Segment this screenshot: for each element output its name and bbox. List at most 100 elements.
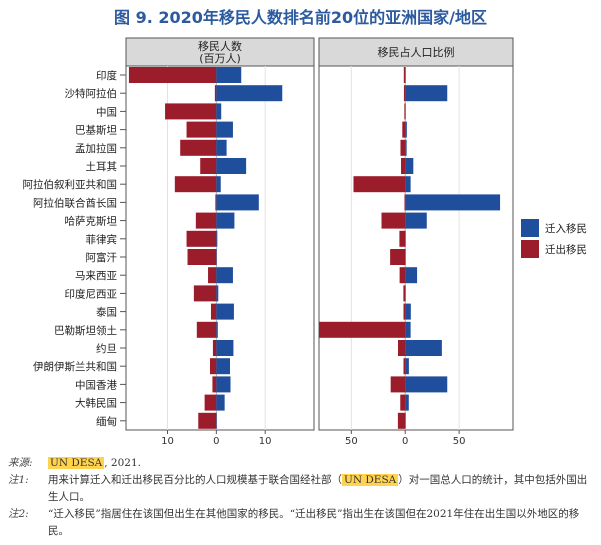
category-label: 大韩民国 bbox=[75, 397, 117, 410]
bar-emigrants-中国 bbox=[165, 103, 217, 120]
bar-emigrants-阿拉伯叙利亚共和国 bbox=[353, 176, 406, 193]
bar-immigrants-土耳其 bbox=[405, 158, 414, 174]
bar-immigrants-沙特阿拉伯 bbox=[216, 85, 283, 102]
note1-pre: 用来计算迁入和迁出移民百分比的人口规模基于联合国经社部（ bbox=[48, 474, 342, 486]
legend-label-immigrants: 迁入移民 bbox=[545, 222, 587, 235]
bar-emigrants-哈萨克斯坦 bbox=[195, 212, 217, 229]
bar-immigrants-泰国 bbox=[405, 303, 411, 320]
bar-emigrants-阿富汗 bbox=[390, 249, 406, 265]
bar-immigrants-土耳其 bbox=[216, 158, 247, 174]
bar-emigrants-伊朗伊斯兰共和国 bbox=[403, 358, 406, 375]
category-label: 孟加拉国 bbox=[75, 142, 117, 155]
panel-title-2: 移民占人口比例 bbox=[378, 45, 455, 59]
notes: 来源: UN DESA, 2021. 注1: 用来计算迁入和迁出移民百分比的人口… bbox=[8, 455, 596, 540]
chart-area: 移民人数(百万人) 10 0 10 印度沙特阿拉伯中国巴基斯坦孟加拉国土耳其阿拉伯叙利亚… bbox=[23, 37, 587, 447]
bar-emigrants-菲律宾 bbox=[399, 230, 406, 247]
note1-label: 注1: bbox=[8, 474, 29, 486]
bar-immigrants-巴勒斯坦领土 bbox=[216, 321, 218, 338]
x-tick-label: 10 bbox=[161, 436, 174, 447]
category-label: 阿拉伯叙利亚共和国 bbox=[23, 178, 118, 191]
bar-emigrants-约旦 bbox=[212, 340, 217, 356]
bar-immigrants-中国香港 bbox=[405, 376, 448, 393]
note1-highlight: UN DESA bbox=[342, 474, 399, 486]
bar-emigrants-阿拉伯联合酋长国 bbox=[404, 194, 406, 211]
panel-title-1: (百万人) bbox=[199, 52, 241, 65]
note1-post: ）对一国总人口的统计，其中包括外国出生人口。 bbox=[48, 474, 588, 503]
bar-immigrants-马来西亚 bbox=[405, 267, 418, 284]
bar-immigrants-阿拉伯联合酋长国 bbox=[216, 194, 259, 211]
category-label: 菲律宾 bbox=[86, 233, 118, 246]
category-label: 伊朗伊斯兰共和国 bbox=[33, 360, 117, 373]
category-label: 印度 bbox=[96, 69, 117, 82]
bar-immigrants-阿拉伯联合酋长国 bbox=[405, 194, 501, 211]
bar-emigrants-中国香港 bbox=[212, 376, 217, 393]
panel-title-1: 移民人数 bbox=[198, 40, 242, 53]
bar-emigrants-印度尼西亚 bbox=[403, 285, 406, 302]
category-label: 印度尼西亚 bbox=[65, 287, 118, 300]
bar-immigrants-阿拉伯叙利亚共和国 bbox=[216, 176, 221, 193]
note-2: 注2: “迁入移民”指居住在该国但出生在其他国家的移民。“迁出移民”指出生在该国… bbox=[8, 506, 596, 540]
bar-emigrants-约旦 bbox=[398, 340, 406, 356]
bar-emigrants-巴勒斯坦领土 bbox=[319, 321, 406, 338]
bar-immigrants-中国 bbox=[405, 103, 406, 120]
bar-emigrants-马来西亚 bbox=[399, 267, 406, 284]
bar-emigrants-巴基斯坦 bbox=[186, 121, 217, 138]
bar-emigrants-土耳其 bbox=[200, 158, 217, 174]
bar-immigrants-伊朗伊斯兰共和国 bbox=[405, 358, 409, 375]
bar-immigrants-伊朗伊斯兰共和国 bbox=[216, 358, 231, 375]
legend-swatch-immigrants bbox=[521, 219, 539, 237]
bar-immigrants-约旦 bbox=[216, 340, 234, 356]
bar-emigrants-巴基斯坦 bbox=[402, 121, 406, 138]
x-tick-label: 50 bbox=[453, 436, 466, 447]
bar-immigrants-泰国 bbox=[216, 303, 234, 320]
bar-emigrants-中国香港 bbox=[390, 376, 406, 393]
bar-emigrants-印度尼西亚 bbox=[193, 285, 217, 302]
x-tick-label: 0 bbox=[213, 436, 219, 447]
x-tick-label: 0 bbox=[402, 436, 408, 447]
bar-immigrants-缅甸 bbox=[405, 412, 406, 429]
chart-title: 图 9. 2020年移民人数排名前20位的亚洲国家/地区 bbox=[114, 8, 487, 27]
bar-immigrants-中国香港 bbox=[216, 376, 231, 393]
note-1: 注1: 用来计算迁入和迁出移民百分比的人口规模基于联合国经社部（ UN DESA）… bbox=[8, 472, 596, 506]
note2-label: 注2: bbox=[8, 508, 29, 520]
bar-emigrants-阿富汗 bbox=[187, 249, 217, 265]
bar-immigrants-印度 bbox=[216, 67, 242, 83]
category-label: 中国香港 bbox=[75, 378, 117, 391]
bar-immigrants-大韩民国 bbox=[405, 394, 409, 411]
bar-emigrants-孟加拉国 bbox=[180, 139, 217, 156]
legend-label-emigrants: 迁出移民 bbox=[545, 243, 587, 256]
bar-emigrants-大韩民国 bbox=[400, 394, 406, 411]
category-label: 中国 bbox=[96, 105, 117, 118]
bar-immigrants-孟加拉国 bbox=[216, 139, 227, 156]
category-label: 阿富汗 bbox=[86, 251, 118, 264]
bar-immigrants-巴基斯坦 bbox=[405, 121, 407, 138]
bar-emigrants-菲律宾 bbox=[186, 230, 217, 247]
bar-immigrants-印度尼西亚 bbox=[216, 285, 219, 302]
category-label: 马来西亚 bbox=[75, 270, 117, 282]
bar-emigrants-沙特阿拉伯 bbox=[214, 85, 217, 102]
bar-immigrants-大韩民国 bbox=[216, 394, 225, 411]
bar-immigrants-阿拉伯叙利亚共和国 bbox=[405, 176, 411, 193]
bar-emigrants-阿拉伯联合酋长国 bbox=[215, 194, 217, 211]
source-label: 来源: bbox=[8, 457, 33, 469]
bar-emigrants-缅甸 bbox=[397, 412, 406, 429]
bar-emigrants-印度 bbox=[128, 67, 217, 83]
category-label: 约旦 bbox=[96, 342, 117, 355]
note2-text: “迁入移民”指居住在该国但出生在其他国家的移民。“迁出移民”指出生在该国但在20… bbox=[48, 508, 580, 537]
bar-emigrants-哈萨克斯坦 bbox=[381, 212, 406, 229]
bar-immigrants-菲律宾 bbox=[405, 230, 406, 247]
bar-emigrants-泰国 bbox=[210, 303, 217, 320]
bar-emigrants-印度 bbox=[403, 67, 406, 83]
bar-emigrants-阿拉伯叙利亚共和国 bbox=[174, 176, 217, 193]
bar-immigrants-巴基斯坦 bbox=[216, 121, 233, 138]
bar-immigrants-中国 bbox=[216, 103, 222, 120]
bar-immigrants-沙特阿拉伯 bbox=[405, 85, 448, 102]
bar-emigrants-中国 bbox=[404, 103, 406, 120]
bar-immigrants-印度 bbox=[405, 67, 406, 83]
panel-header-1 bbox=[125, 37, 315, 67]
category-label: 泰国 bbox=[96, 306, 117, 319]
bar-emigrants-沙特阿拉伯 bbox=[403, 85, 406, 102]
legend-swatch-emigrants bbox=[521, 240, 539, 258]
bar-immigrants-马来西亚 bbox=[216, 267, 233, 284]
bar-immigrants-巴勒斯坦领土 bbox=[405, 321, 411, 338]
